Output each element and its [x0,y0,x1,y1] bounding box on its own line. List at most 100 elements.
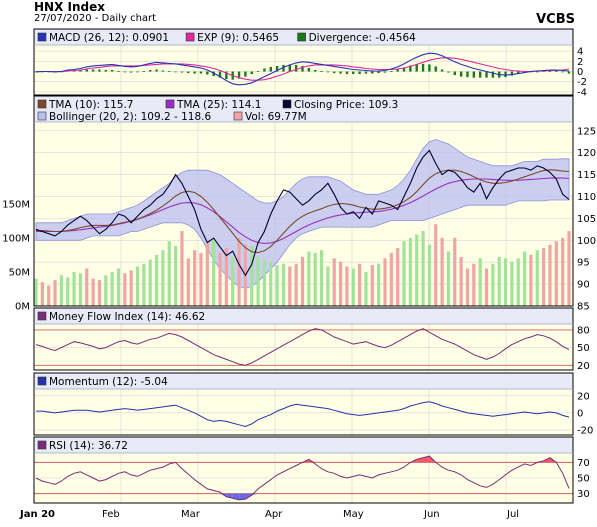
divergence-bar [218,71,222,78]
rsi-frame [33,436,574,504]
volume-bar [224,248,228,306]
volume-bar [415,234,419,306]
volume-bar [522,251,527,306]
momentum-legend-label: Momentum (12): -5.04 [49,376,168,388]
divergence-bar [307,67,311,72]
volume-bar [180,231,184,306]
divergence-bar [168,71,171,72]
volume-bar [535,250,539,306]
divergence-bar [225,71,228,80]
closing-price-line [35,149,570,277]
divergence-bar [371,71,374,74]
divergence-bar [320,71,323,72]
divergence-bar [447,71,450,73]
divergence-bar [364,71,368,74]
macd-frame [33,28,574,96]
volume-bar [516,258,520,306]
price-legend-label: TMA (10): 115.7 [48,99,133,111]
divergence-bar [212,71,215,77]
divergence-bar [409,65,412,72]
divergence-bar [85,69,88,72]
price-panel [33,95,574,307]
divergence-bar [193,71,196,74]
volume-bar [66,277,70,306]
volume-bar [554,241,558,306]
divergence-bar [79,70,82,72]
divergence-bar [313,70,317,72]
volume-bar [459,256,463,306]
divergence-bar [269,66,272,72]
mfi-legend-swatch [37,311,47,321]
macd-panel [33,28,574,96]
volume-bar [377,263,381,306]
divergence-bar [396,69,399,72]
divergence-bar [459,71,463,77]
mfi-frame [33,307,574,371]
volume-bar [345,266,349,306]
rsi-legend-swatch [37,440,47,450]
price-ytick-label: 90 [577,280,590,291]
price-ytick-label: 125 [577,126,596,137]
x-tick-label: Jul [506,509,519,520]
volume-bar [154,254,159,306]
x-tick-label: May [343,509,364,520]
price-ytick-label: 105 [577,214,596,225]
volume-bar [205,243,209,306]
volume-bar [34,278,38,306]
divergence-bar [561,71,564,73]
volume-bar [358,263,362,306]
macd-ytick-label: 0 [577,67,583,78]
divergence-bar [199,71,203,74]
volume-bar [129,270,133,306]
divergence-bar [339,71,342,74]
divergence-bar [98,69,101,72]
volume-bar [275,265,279,306]
divergence-bar [555,71,558,72]
volume-bar [307,251,311,306]
divergence-bar [91,69,95,72]
macd-legend-label: EXP (9): 0.5465 [197,32,279,44]
price-legend-swatch [233,111,243,121]
divergence-bar [282,64,285,72]
rsi-legend-label: RSI (14): 36.72 [49,440,128,452]
chart-title: HNX Index [34,0,105,14]
momentum-legend-bg [34,373,573,389]
volume-bar [250,246,254,306]
divergence-bar [491,71,495,78]
volume-bar [135,266,140,306]
mfi-legend-bg [34,308,573,324]
volume-bar [161,250,165,306]
divergence-bar [377,71,380,74]
volume-bar [269,261,273,306]
mfi-plot-bg [34,324,573,370]
divergence-bar [453,71,456,76]
momentum-frame [33,372,574,436]
divergence-bar [123,71,127,73]
volume-bar [167,241,171,306]
tma-10-line [36,169,570,254]
divergence-bar [472,71,476,78]
volume-bar [529,254,533,306]
price-legend-label: Closing Price: 109.3 [294,99,398,111]
volume-bar [313,252,317,306]
macd-legend-swatch [37,32,47,42]
volume-tick-label: 50M [9,267,30,278]
macd-legend-label: MACD (26, 12): 0.0901 [49,32,169,44]
divergence-bar [421,63,425,72]
volume-bar [148,259,152,306]
volume-bar [231,256,235,306]
price-ytick-label: 115 [577,170,596,181]
mfi-ytick-label: 50 [577,343,590,354]
volume-tick-label: 100M [2,233,30,244]
divergence-bar [466,71,469,78]
divergence-bar [478,71,482,78]
divergence-bar [504,71,507,78]
volume-bar [472,263,476,306]
volume-bar [193,250,197,306]
momentum-plot-bg [34,389,573,435]
bollinger-band [35,139,570,289]
divergence-bar [129,71,133,73]
volume-bar [123,273,127,306]
price-ytick-label: 85 [577,302,590,313]
volume-bar [364,271,368,306]
